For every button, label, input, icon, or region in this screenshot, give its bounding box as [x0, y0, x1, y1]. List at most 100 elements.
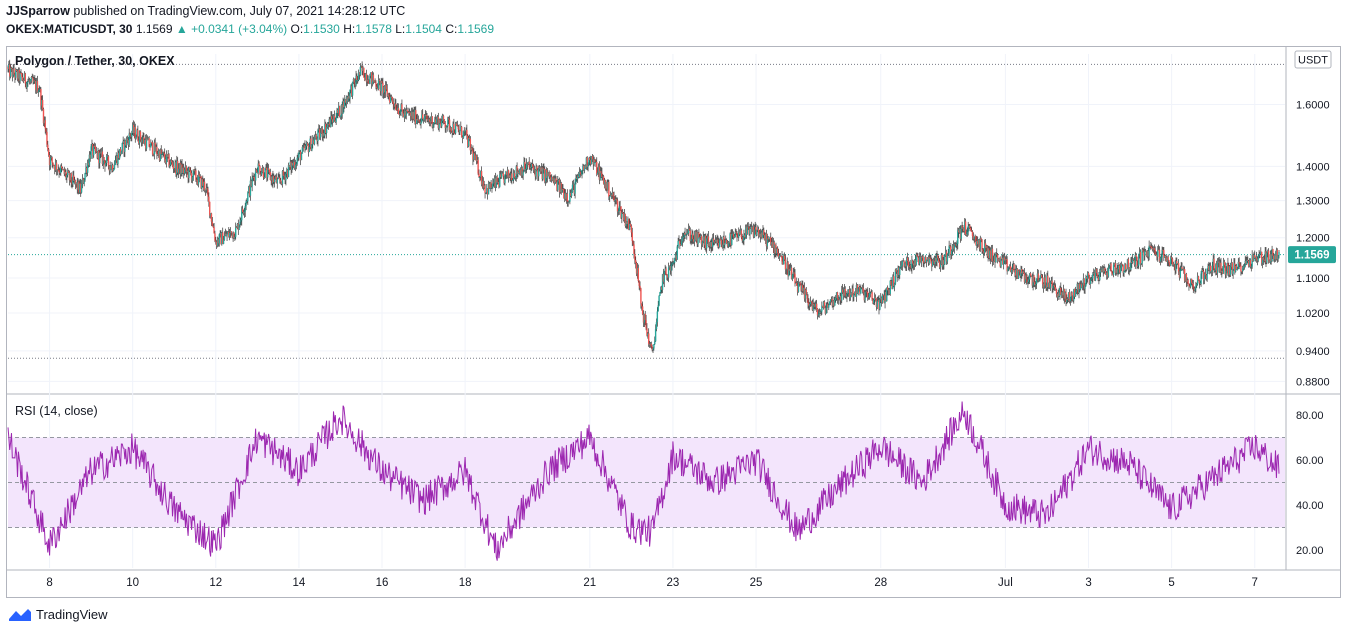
author[interactable]: JJSparrow: [6, 4, 70, 18]
candle-body: [638, 280, 640, 286]
candle-body: [1018, 270, 1020, 272]
candle-body: [715, 239, 717, 244]
candle-body: [1172, 264, 1175, 266]
candle-body: [393, 104, 395, 107]
candle-body: [1215, 264, 1217, 271]
candle-body: [609, 195, 612, 197]
candle-body: [144, 139, 147, 149]
currency-badge[interactable]: USDT: [1294, 50, 1332, 69]
candle-body: [535, 166, 537, 177]
candle-body: [172, 165, 175, 169]
candle-body: [207, 189, 209, 197]
candle-body: [776, 248, 779, 254]
candle-body: [317, 130, 319, 141]
candle-body: [1048, 282, 1051, 288]
candle-body: [441, 120, 443, 127]
candle-body: [503, 176, 505, 184]
candle-body: [64, 171, 66, 174]
candle-body: [877, 300, 879, 301]
candle-body: [254, 170, 257, 181]
price-tick-label: 1.3000: [1296, 196, 1330, 208]
candle-body: [597, 166, 600, 173]
candle-body: [1004, 259, 1007, 261]
candle-body: [68, 172, 71, 181]
candle-body: [1225, 270, 1227, 275]
chart-canvas[interactable]: 1.60001.40001.30001.20001.10001.02000.94…: [0, 0, 1348, 600]
candle-body: [381, 80, 383, 83]
candle-body: [802, 287, 805, 292]
candle-body: [448, 119, 451, 130]
candle-body: [61, 168, 64, 170]
candle-body: [447, 118, 449, 127]
candle-body: [455, 123, 458, 126]
candle-body: [143, 137, 145, 144]
candle-body: [972, 236, 975, 239]
candle-body: [406, 109, 408, 112]
candle-body: [402, 109, 404, 114]
candle-body: [1052, 286, 1054, 289]
candle-body: [850, 292, 852, 295]
candle-body: [1023, 273, 1026, 283]
footer-brand-label: TradingView: [36, 607, 108, 622]
candle-body: [1061, 292, 1064, 296]
candle-body: [906, 257, 909, 262]
candle-body: [442, 115, 445, 120]
candle-body: [557, 180, 560, 182]
candle-body: [1117, 269, 1119, 274]
candle-body: [1128, 267, 1130, 271]
candle-body: [740, 230, 743, 238]
candle-body: [864, 292, 866, 301]
candle-body: [899, 267, 901, 276]
candle-body: [916, 254, 918, 257]
candle-body: [875, 298, 878, 307]
candle-body: [353, 78, 356, 83]
candle-body: [254, 177, 256, 181]
candle-body: [821, 305, 823, 312]
candle-body: [1211, 265, 1214, 272]
candle-body: [139, 131, 142, 140]
candle-body: [1220, 262, 1222, 273]
candle-body: [346, 97, 349, 102]
rsi-tick-label: 20.00: [1296, 545, 1324, 557]
candle-body: [717, 239, 719, 244]
candle-body: [954, 244, 956, 246]
candle-body: [951, 245, 954, 251]
candle-body: [25, 83, 27, 88]
candle-body: [356, 76, 358, 81]
candle-body: [537, 170, 539, 177]
candle-body: [1193, 287, 1195, 291]
candle-body: [521, 168, 523, 176]
candle-body: [1002, 257, 1005, 265]
candle-body: [165, 154, 168, 163]
candle-body: [389, 96, 392, 103]
candle-body: [11, 68, 14, 78]
candle-body: [154, 142, 156, 152]
candle-body: [1238, 261, 1240, 264]
candle-body: [1269, 254, 1272, 263]
candle-body: [892, 276, 894, 289]
candle-body: [418, 119, 420, 122]
candle-body: [918, 257, 921, 264]
candle-body: [1063, 289, 1065, 299]
candle-body: [791, 274, 794, 279]
candle-body: [1078, 283, 1080, 293]
candle-body: [318, 129, 320, 131]
candle-body: [1255, 257, 1258, 259]
time-tick-label: 21: [583, 577, 596, 589]
candle-body: [562, 189, 564, 190]
candle-body: [560, 183, 562, 193]
candle-body: [451, 131, 453, 133]
candle-body: [1086, 272, 1089, 279]
candle-body: [1265, 251, 1267, 263]
candle-body: [584, 165, 587, 169]
candle-body: [171, 162, 174, 166]
footer-brand[interactable]: TradingView: [8, 607, 108, 622]
candle-body: [957, 230, 959, 244]
candle-body: [598, 166, 601, 180]
candle-body: [803, 287, 806, 299]
candle-body: [996, 254, 999, 259]
candle-body: [144, 139, 146, 144]
candle-body: [272, 176, 274, 184]
candle-body: [566, 193, 569, 202]
candle-body: [1029, 273, 1032, 276]
